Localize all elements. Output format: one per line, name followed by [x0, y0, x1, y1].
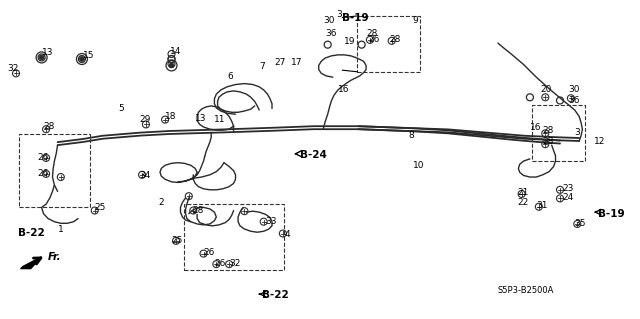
- Text: 28: 28: [389, 35, 401, 44]
- Text: 36: 36: [568, 96, 580, 105]
- Text: 30: 30: [568, 85, 580, 94]
- Text: 28: 28: [192, 206, 204, 215]
- Text: 9: 9: [413, 16, 419, 25]
- Text: 17: 17: [291, 58, 303, 67]
- Polygon shape: [20, 257, 42, 269]
- Circle shape: [79, 56, 84, 62]
- Text: 15: 15: [83, 51, 95, 60]
- Text: 1: 1: [58, 225, 63, 234]
- Bar: [184, 204, 284, 270]
- Text: 34: 34: [140, 171, 151, 180]
- Text: 2: 2: [159, 198, 164, 207]
- Text: 16: 16: [530, 123, 541, 132]
- Text: B-22: B-22: [18, 228, 45, 238]
- Text: 28: 28: [543, 137, 554, 146]
- Text: 6: 6: [227, 72, 233, 81]
- Text: 12: 12: [594, 137, 605, 146]
- Text: 29: 29: [140, 115, 151, 124]
- Text: 27: 27: [274, 58, 285, 67]
- Text: B-22: B-22: [262, 290, 289, 300]
- Text: 11: 11: [214, 115, 226, 124]
- Text: Fr.: Fr.: [48, 252, 61, 262]
- Text: 33: 33: [266, 217, 277, 226]
- Text: 28: 28: [44, 122, 55, 130]
- Text: 26: 26: [37, 153, 49, 162]
- Text: 26: 26: [37, 169, 49, 178]
- Text: 31: 31: [536, 201, 548, 210]
- Bar: [532, 105, 585, 161]
- Text: B-19: B-19: [342, 12, 369, 23]
- Text: 25: 25: [172, 236, 183, 245]
- Text: 23: 23: [562, 184, 573, 193]
- Text: 8: 8: [408, 131, 414, 140]
- Text: 18: 18: [165, 112, 177, 121]
- Bar: [19, 134, 90, 207]
- Text: 20: 20: [541, 85, 552, 94]
- Text: 10: 10: [413, 161, 424, 170]
- Bar: [357, 16, 420, 72]
- Text: B-24: B-24: [300, 150, 326, 160]
- Text: 16: 16: [338, 85, 349, 94]
- Text: 19: 19: [344, 37, 356, 46]
- Text: 26: 26: [214, 259, 226, 268]
- Text: 26: 26: [204, 248, 215, 256]
- Text: 25: 25: [95, 203, 106, 212]
- Text: 3: 3: [575, 128, 580, 137]
- Text: 32: 32: [8, 64, 19, 73]
- Text: 22: 22: [517, 198, 529, 207]
- Text: 5: 5: [118, 104, 124, 113]
- Text: 3: 3: [336, 10, 342, 19]
- Text: B-19: B-19: [598, 209, 625, 219]
- Text: 24: 24: [562, 193, 573, 202]
- Text: 30: 30: [323, 16, 335, 25]
- Text: 28: 28: [543, 126, 554, 135]
- Text: 7: 7: [259, 63, 265, 71]
- Text: 36: 36: [325, 29, 337, 38]
- Text: 21: 21: [517, 189, 529, 197]
- Text: 14: 14: [170, 47, 181, 56]
- Text: 4: 4: [285, 230, 291, 239]
- Text: 26: 26: [368, 35, 380, 44]
- Text: 13: 13: [195, 114, 207, 122]
- Text: S5P3-B2500A: S5P3-B2500A: [498, 286, 554, 295]
- Circle shape: [39, 55, 44, 60]
- Text: 35: 35: [575, 219, 586, 228]
- Text: 32: 32: [229, 259, 241, 268]
- Circle shape: [169, 63, 174, 68]
- Text: 13: 13: [42, 48, 53, 57]
- Text: 28: 28: [366, 29, 378, 38]
